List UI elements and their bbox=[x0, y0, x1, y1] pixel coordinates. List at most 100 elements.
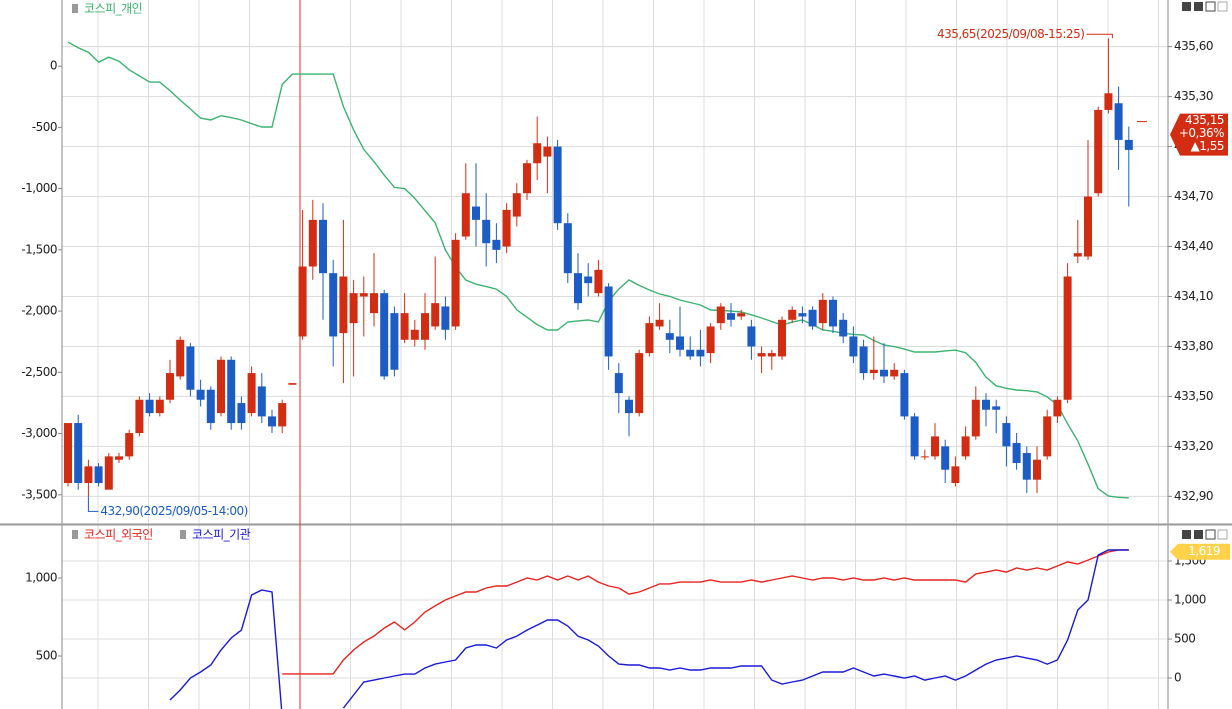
button[interactable] bbox=[1217, 529, 1228, 540]
candle-body bbox=[594, 269, 603, 294]
candle-body bbox=[115, 456, 123, 460]
candle-body bbox=[931, 436, 939, 457]
candle-body bbox=[441, 306, 450, 330]
candle-body bbox=[849, 336, 858, 357]
annotation-arrow bbox=[87, 496, 99, 512]
candle-body bbox=[186, 346, 195, 390]
candle-body bbox=[982, 399, 990, 410]
candle-body bbox=[533, 143, 542, 164]
candle-body bbox=[553, 146, 562, 224]
candle-body bbox=[217, 359, 225, 414]
candle-body bbox=[747, 326, 756, 347]
y-tick-label: -3,000 bbox=[21, 426, 57, 440]
candle-body bbox=[1022, 453, 1031, 480]
last-value: 1,619 bbox=[1188, 544, 1220, 558]
y-tick-label: 1,000 bbox=[25, 570, 57, 584]
series-line bbox=[67, 41, 1129, 499]
candle-body bbox=[502, 209, 511, 247]
candle-body bbox=[543, 146, 552, 157]
candle-body bbox=[1084, 196, 1092, 257]
candle-body bbox=[910, 416, 919, 457]
data-layer bbox=[64, 38, 1147, 709]
y2-tick-label: 1,000 bbox=[1174, 593, 1206, 607]
candle-body bbox=[676, 336, 684, 350]
last-change: +0,36% bbox=[1179, 126, 1224, 140]
candle-body bbox=[920, 456, 929, 458]
candle-body bbox=[166, 373, 174, 400]
button[interactable] bbox=[1182, 530, 1191, 539]
legend-label: 코스피_기관 bbox=[192, 528, 251, 542]
candle-body bbox=[125, 433, 134, 457]
candle-body bbox=[757, 353, 766, 357]
candle-body bbox=[992, 406, 1001, 410]
candle-body bbox=[492, 239, 501, 250]
annotation: 432,90(2025/09/05-14:00) bbox=[100, 504, 247, 518]
candle-body bbox=[482, 219, 491, 244]
button[interactable] bbox=[1194, 530, 1203, 539]
candle-body bbox=[614, 373, 623, 394]
y2-tick-label: 434,70 bbox=[1174, 189, 1213, 203]
candle-body bbox=[400, 313, 409, 340]
y-tick-label: 500 bbox=[36, 648, 57, 662]
candle-body bbox=[890, 369, 899, 377]
candle-body bbox=[808, 309, 817, 327]
y-tick-label: 0 bbox=[50, 59, 57, 73]
panel bbox=[169, 549, 1129, 709]
candle-body bbox=[737, 313, 746, 317]
button[interactable] bbox=[1205, 1, 1216, 12]
candle-body bbox=[1073, 253, 1082, 257]
button[interactable] bbox=[1205, 529, 1216, 540]
button[interactable] bbox=[1182, 2, 1191, 11]
series-line bbox=[169, 549, 1129, 709]
candle-body bbox=[1104, 93, 1113, 110]
y2-tick-label: 0 bbox=[1174, 671, 1181, 685]
candle-body bbox=[359, 293, 368, 297]
y-tick-label: -2,000 bbox=[21, 304, 57, 318]
candle-body bbox=[829, 299, 837, 327]
candle-body bbox=[900, 373, 909, 417]
candle-body bbox=[278, 403, 287, 427]
y2-tick-label: 500 bbox=[1174, 632, 1195, 646]
candle-body bbox=[696, 349, 705, 357]
candle-body bbox=[1094, 109, 1103, 194]
candle-body bbox=[74, 423, 83, 484]
legend-swatch bbox=[72, 530, 78, 539]
candle-body bbox=[390, 313, 399, 370]
y-tick-label: -500 bbox=[32, 120, 57, 134]
candle-body bbox=[247, 373, 256, 414]
y2-tick-label: 435,60 bbox=[1174, 39, 1213, 53]
candle-body bbox=[778, 319, 786, 357]
button[interactable] bbox=[1217, 1, 1228, 12]
candle-body bbox=[288, 383, 297, 385]
candle-body bbox=[1033, 459, 1041, 480]
candle-body bbox=[584, 276, 593, 284]
candle-body bbox=[523, 163, 531, 194]
candle-body bbox=[155, 399, 164, 414]
annotation-arrow bbox=[1086, 33, 1113, 39]
candle-body bbox=[94, 466, 103, 484]
candle-body bbox=[645, 323, 654, 354]
y-tick-label: -1,500 bbox=[21, 242, 57, 256]
candle-body bbox=[767, 353, 776, 357]
candle-body bbox=[941, 446, 950, 470]
y2-tick-label: 435,30 bbox=[1174, 89, 1213, 103]
candle-body bbox=[880, 369, 888, 377]
candle-body bbox=[227, 359, 236, 424]
panel bbox=[64, 38, 1147, 499]
candle-body bbox=[472, 206, 480, 220]
panel-buttons[interactable] bbox=[1182, 1, 1228, 540]
last-value-box bbox=[1170, 543, 1230, 560]
candle-body bbox=[574, 273, 582, 304]
candle-body bbox=[298, 266, 307, 337]
candle-body bbox=[237, 403, 246, 424]
y-tick-label: -2,500 bbox=[21, 365, 57, 379]
candle-body bbox=[451, 239, 460, 327]
candle-body bbox=[859, 346, 868, 374]
candle-body bbox=[1002, 423, 1011, 447]
candle-body bbox=[145, 399, 154, 414]
button[interactable] bbox=[1194, 2, 1203, 11]
candle-body bbox=[461, 193, 470, 237]
